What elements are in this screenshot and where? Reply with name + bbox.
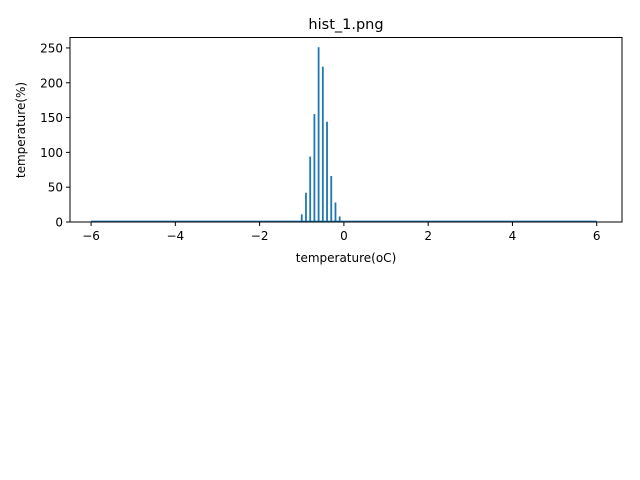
axes-frame [69, 37, 623, 223]
y-tick-label: 200 [40, 76, 63, 90]
histogram-bar [305, 192, 307, 222]
x-tick-label: 2 [424, 229, 432, 243]
bars-group [296, 47, 345, 223]
histogram-bar [330, 176, 333, 222]
x-axis-label: temperature(oC) [296, 251, 397, 265]
histogram-bar [321, 66, 324, 222]
histogram-bar [338, 216, 341, 222]
x-tick-label: 6 [593, 229, 601, 243]
histogram-bar [317, 47, 320, 223]
histogram-bar [334, 202, 337, 222]
histogram-bar [300, 214, 303, 222]
x-tick-label: −2 [251, 229, 269, 243]
x-tick-label: 4 [509, 229, 517, 243]
x-tick-label: −6 [82, 229, 100, 243]
y-tick-label: 100 [40, 146, 63, 160]
histogram-bar [326, 121, 328, 222]
y-tick-label: 50 [48, 181, 63, 195]
chart-title: hist_1.png [308, 17, 383, 33]
x-axis-ticks: −6 −4 −2 0 2 4 6 [82, 222, 601, 243]
y-tick-label: 150 [40, 111, 63, 125]
y-axis-ticks: 0 50 100 150 200 250 [40, 41, 70, 230]
x-tick-label: 0 [340, 229, 348, 243]
x-tick-label: −4 [166, 229, 184, 243]
histogram-bar [313, 114, 316, 222]
y-tick-label: 250 [40, 41, 63, 55]
histogram-bar [309, 156, 312, 222]
y-axis-label: temperature(%) [14, 82, 28, 178]
y-tick-label: 0 [55, 216, 63, 230]
